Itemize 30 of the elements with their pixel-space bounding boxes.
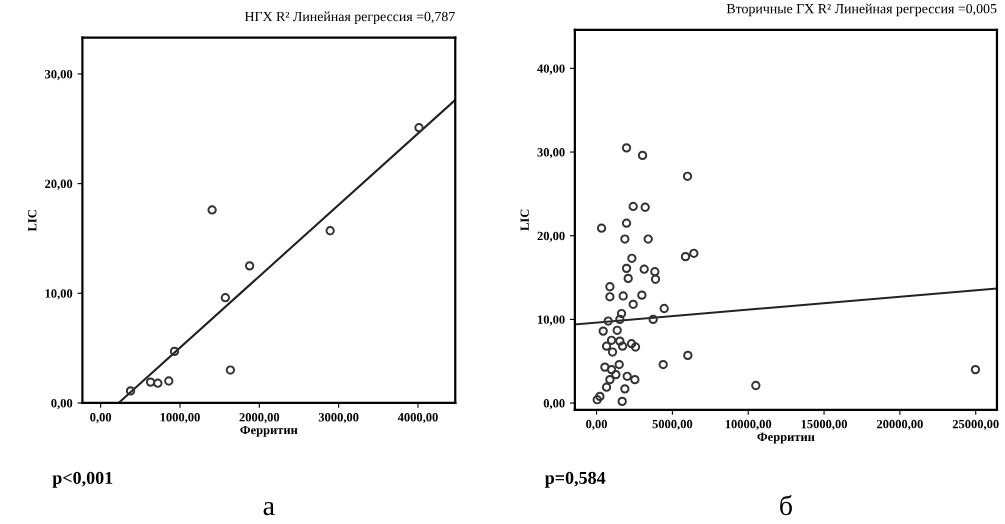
x-tick-label: 0,00: [586, 419, 608, 431]
x-tick-label: 3000,00: [318, 413, 359, 424]
y-tick-label: 10,00: [45, 289, 73, 300]
x-axis-title: Ферритин: [240, 425, 298, 437]
x-tick-label: 15000,00: [801, 419, 848, 431]
text: p<0,001: [52, 471, 113, 488]
y-tick-label: 20,00: [45, 179, 73, 190]
y-tick-label: 30,00: [45, 69, 73, 81]
text: б: [780, 495, 792, 516]
y-tick-label: 10,00: [538, 315, 565, 326]
x-tick-label: 10000,00: [725, 419, 772, 431]
x-tick-label: 20000,00: [876, 419, 923, 431]
y-tick-label: 0,00: [51, 398, 73, 410]
x-tick-label: 25000,00: [952, 419, 999, 431]
y-axis-title: LIC: [28, 210, 37, 232]
y-axis-title: LIC: [520, 209, 529, 231]
chart-title: НГХ R² Линейная регрессия =0,787: [244, 11, 455, 25]
text: а: [263, 501, 275, 516]
text: p=0,584: [544, 471, 606, 488]
x-tick-label: 4000,00: [397, 413, 438, 424]
y-tick-label: 0,00: [543, 399, 565, 410]
y-tick-label: 20,00: [537, 231, 565, 242]
x-tick-label: 1000,00: [160, 413, 200, 424]
chart-title: Вторичные ГХ R² Линейная регрессия =0,005: [726, 3, 997, 17]
x-tick-label: 0,00: [90, 413, 112, 424]
y-tick-label: 30,00: [537, 148, 565, 159]
x-tick-label: 5000,00: [652, 419, 693, 431]
x-tick-label: 2000,00: [239, 413, 280, 424]
y-tick-label: 40,00: [537, 64, 565, 75]
x-axis-title: Ферритин: [757, 432, 815, 444]
